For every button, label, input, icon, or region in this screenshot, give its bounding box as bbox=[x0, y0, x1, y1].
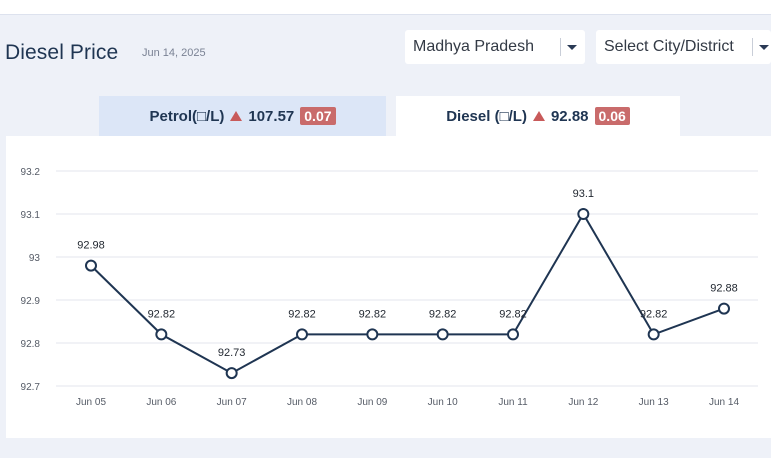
trend-up-icon bbox=[532, 111, 545, 121]
data-label: 92.82 bbox=[288, 308, 316, 320]
tab-diesel-label: Diesel (□/L) bbox=[446, 107, 527, 125]
data-point bbox=[718, 302, 730, 315]
data-label: 92.82 bbox=[429, 308, 457, 320]
state-select[interactable]: Madhya Pradesh bbox=[405, 30, 585, 64]
data-label: 92.82 bbox=[359, 308, 387, 320]
price-line-chart: 92.7 92.8 92.9 93 93.1 93.2 Jun 05 Jun 06 Jun 07… bbox=[21, 167, 758, 408]
x-tick-label: Jun 14 bbox=[709, 397, 739, 408]
data-point bbox=[366, 328, 379, 341]
data-label: 92.73 bbox=[218, 347, 246, 359]
tab-petrol[interactable]: Petrol(□/L) 107.57 0.07 bbox=[99, 96, 386, 136]
chevron-down-icon[interactable] bbox=[567, 44, 577, 50]
x-tick-label: Jun 12 bbox=[568, 397, 598, 408]
tab-diesel-price: 92.88 bbox=[550, 107, 589, 125]
data-label: 92.98 bbox=[77, 240, 105, 252]
x-tick-label: Jun 05 bbox=[76, 397, 106, 408]
tab-petrol-change-badge: 0.07 bbox=[300, 107, 336, 125]
top-strip bbox=[0, 0, 771, 15]
select-separator bbox=[560, 38, 561, 56]
data-label: 93.1 bbox=[573, 188, 594, 200]
tab-petrol-price: 107.57 bbox=[248, 107, 295, 125]
data-point bbox=[577, 208, 590, 220]
data-point bbox=[155, 328, 168, 341]
tab-diesel-change-badge: 0.06 bbox=[594, 107, 630, 125]
data-point bbox=[436, 328, 449, 341]
state-select-value: Madhya Pradesh bbox=[413, 38, 534, 55]
date-label: Jun 14, 2025 bbox=[142, 47, 206, 59]
y-tick-label: 92.7 bbox=[21, 382, 41, 393]
data-point bbox=[647, 328, 660, 341]
footer-bar bbox=[0, 458, 771, 463]
tab-diesel[interactable]: Diesel (□/L) 92.88 0.06 bbox=[396, 96, 680, 136]
x-tick-label: Jun 10 bbox=[428, 397, 458, 408]
chart-card: 92.7 92.8 92.9 93 93.1 93.2 Jun 05 Jun 06 Jun 07… bbox=[6, 136, 771, 438]
data-label: 92.88 bbox=[710, 283, 738, 295]
x-tick-label: Jun 11 bbox=[498, 397, 528, 408]
chevron-down-icon[interactable] bbox=[759, 44, 769, 50]
y-tick-label: 93.2 bbox=[21, 167, 41, 178]
data-point bbox=[225, 367, 238, 380]
x-tick-label: Jun 09 bbox=[357, 397, 387, 408]
city-select-value: Select City/District bbox=[604, 38, 734, 55]
y-tick-label: 92.8 bbox=[21, 339, 41, 350]
header: Diesel Price Jun 14, 2025 Madhya Pradesh… bbox=[0, 15, 771, 95]
page-title: Diesel Price bbox=[5, 41, 119, 64]
data-label: 92.82 bbox=[499, 308, 527, 320]
series-line bbox=[90, 212, 725, 375]
trend-up-icon bbox=[230, 111, 243, 121]
x-tick-label: Jun 07 bbox=[217, 397, 247, 408]
y-tick-label: 93 bbox=[29, 253, 41, 264]
data-label: 92.82 bbox=[640, 308, 668, 320]
y-tick-label: 93.1 bbox=[21, 210, 41, 221]
x-tick-label: Jun 06 bbox=[146, 397, 176, 408]
x-tick-label: Jun 08 bbox=[287, 397, 317, 408]
city-select[interactable]: Select City/District bbox=[596, 30, 771, 64]
data-point bbox=[296, 328, 308, 341]
select-separator bbox=[752, 38, 753, 56]
data-label: 92.82 bbox=[148, 308, 176, 320]
tab-petrol-label: Petrol(□/L) bbox=[149, 107, 225, 125]
data-point bbox=[507, 328, 519, 341]
x-tick-label: Jun 13 bbox=[639, 397, 669, 408]
data-point bbox=[85, 259, 97, 272]
y-tick-label: 92.9 bbox=[21, 296, 41, 307]
